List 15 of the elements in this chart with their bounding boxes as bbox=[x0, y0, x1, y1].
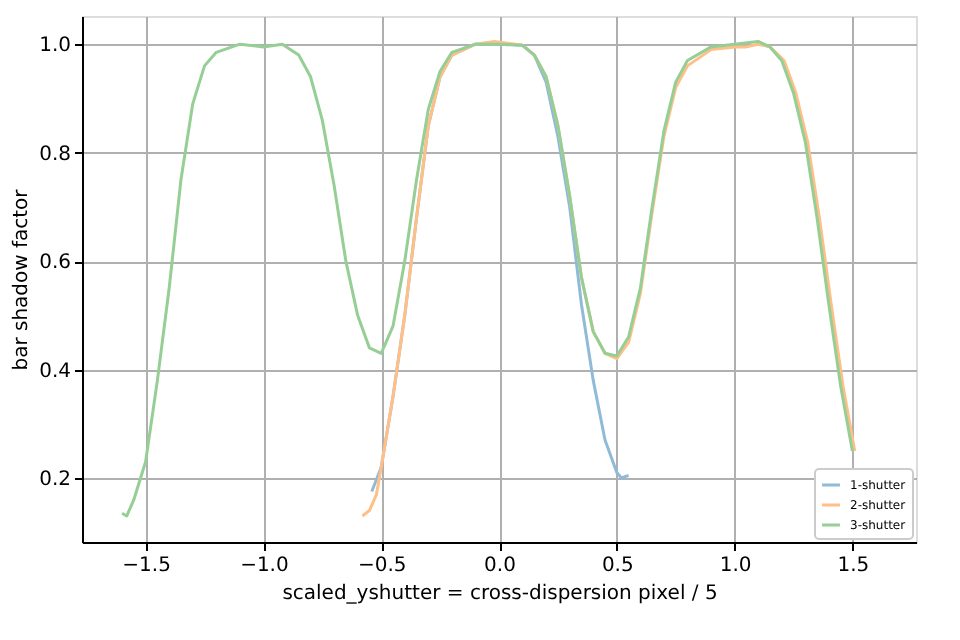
x-tick-label: −1.5 bbox=[122, 555, 171, 577]
line-series bbox=[120, 39, 854, 518]
x-axis-title: scaled_yshutter = cross-dispersion pixel / 5 bbox=[282, 583, 718, 605]
y-tick-label: 0.8 bbox=[39, 143, 71, 166]
x-tick-label: −0.5 bbox=[357, 555, 407, 577]
x-tick-label: 0.5 bbox=[601, 555, 634, 577]
x-tick-label: 1.5 bbox=[837, 555, 870, 577]
y-tick-label: 0.4 bbox=[39, 360, 71, 383]
x-tick-label: 1.0 bbox=[719, 555, 752, 577]
x-tick-label: 0.0 bbox=[484, 555, 516, 577]
y-axis-title: bar shadow factor bbox=[11, 187, 34, 371]
y-tick-label: 0.2 bbox=[39, 469, 71, 492]
y-tick-label: 1.0 bbox=[39, 35, 71, 58]
y-tick-label: 0.6 bbox=[39, 252, 71, 275]
x-tick-label: −1.0 bbox=[240, 555, 289, 577]
